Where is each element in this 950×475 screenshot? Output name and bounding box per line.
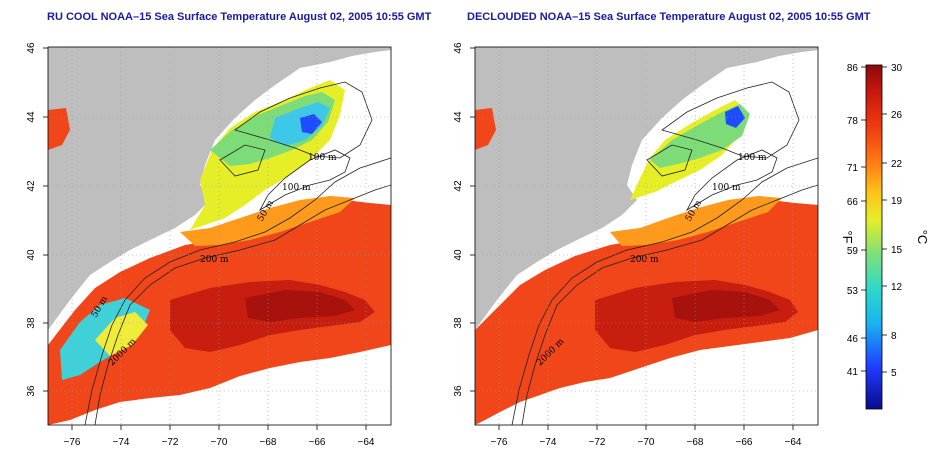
- y-tick: 46: [453, 42, 464, 54]
- y-tick: 44: [26, 111, 37, 123]
- y-tick: 38: [26, 317, 37, 329]
- x-tick: −70: [211, 437, 228, 448]
- sst-gulfstream-band: [672, 290, 780, 322]
- map-panel-left: 100 m 100 m 50 m 200 m 50 m 2000 m: [48, 47, 391, 425]
- colorbar-f-tick: 86: [847, 63, 859, 74]
- colorbar-c-tick: 22: [891, 159, 903, 170]
- svg-text:100 m: 100 m: [712, 183, 741, 193]
- colorbar-gradient: [865, 64, 883, 410]
- svg-text:200 m: 200 m: [630, 255, 659, 265]
- sst-green-water: [650, 104, 750, 168]
- y-tick: 46: [26, 42, 37, 54]
- panel-title-right: DECLOUDED NOAA–15 Sea Surface Temperatur…: [467, 11, 871, 23]
- map-frame-right: [474, 46, 819, 426]
- colorbar-f-tick: 46: [847, 334, 859, 345]
- cloud-gap: [560, 360, 818, 425]
- map-frame-left: [47, 46, 392, 426]
- map-panel-right: 100 m 100 m 50 m 200 m 2000 m: [475, 47, 818, 425]
- colorbar-f-tick: 71: [847, 163, 859, 174]
- x-tick: −74: [540, 437, 557, 448]
- sst-blue-water: [300, 114, 322, 134]
- x-tick: −64: [785, 437, 802, 448]
- svg-text:100 m: 100 m: [738, 153, 767, 163]
- y-tick: 36: [453, 385, 464, 397]
- y-tick: 36: [26, 385, 37, 397]
- y-tick: 42: [26, 180, 37, 192]
- y-tick: 40: [26, 249, 37, 261]
- x-tick: −76: [64, 437, 81, 448]
- colorbar-c-tick: 26: [891, 110, 903, 121]
- x-tick: −72: [589, 437, 606, 448]
- sst-orange-front: [180, 196, 355, 246]
- x-tick: −64: [358, 437, 375, 448]
- colorbar-c-tick: 8: [891, 331, 897, 342]
- sst-yellow-shelf-south: [95, 312, 148, 356]
- colorbar-f-tick: 41: [847, 367, 859, 378]
- axes-right: −76 −74 −72 −70 −68 −66 −64 36 38 40 42 …: [453, 42, 802, 448]
- axes-left: −76 −74 −72 −70 −68 −66 −64 36 38 40 42 …: [26, 42, 375, 448]
- svg-text:200 m: 200 m: [200, 255, 229, 265]
- sst-gulfstream-band: [245, 290, 355, 322]
- colorbar-f-tick: 78: [847, 116, 859, 127]
- svg-text:100 m: 100 m: [282, 183, 311, 193]
- bathymetry-contours: [511, 81, 818, 425]
- colorbar: 86 78 71 66 59 53 46 41 30 26 22 19 15 1…: [840, 63, 930, 410]
- sst-orange-front: [610, 196, 782, 246]
- x-tick: −68: [260, 437, 277, 448]
- x-tick: −74: [113, 437, 130, 448]
- x-tick: −66: [309, 437, 326, 448]
- colorbar-c-tick: 5: [891, 368, 897, 379]
- sst-offshore-patch: [48, 108, 70, 150]
- svg-text:100 m: 100 m: [308, 153, 337, 163]
- fahrenheit-unit-label: °F: [840, 230, 855, 243]
- colorbar-c-tick: 12: [891, 282, 903, 293]
- y-tick: 44: [453, 111, 464, 123]
- x-tick: −72: [162, 437, 179, 448]
- sst-offshore-patch: [475, 108, 496, 150]
- x-tick: −68: [687, 437, 704, 448]
- y-tick: 40: [453, 249, 464, 261]
- colorbar-f-tick: 53: [847, 286, 859, 297]
- colorbar-c-tick: 19: [891, 196, 903, 207]
- colorbar-f-tick: 59: [847, 246, 859, 257]
- panel-title-left: RU COOL NOAA–15 Sea Surface Temperature …: [47, 11, 432, 23]
- colorbar-c-tick: 30: [891, 63, 903, 74]
- celsius-unit-label: °C: [915, 230, 930, 245]
- bathymetry-contours: [84, 81, 391, 425]
- x-tick: −70: [638, 437, 655, 448]
- colorbar-f-tick: 66: [847, 197, 859, 208]
- y-tick: 38: [453, 317, 464, 329]
- sst-cyan-water: [270, 102, 330, 146]
- colorbar-c-tick: 15: [891, 245, 903, 256]
- x-tick: −66: [736, 437, 753, 448]
- x-tick: −76: [491, 437, 508, 448]
- y-tick: 42: [453, 180, 464, 192]
